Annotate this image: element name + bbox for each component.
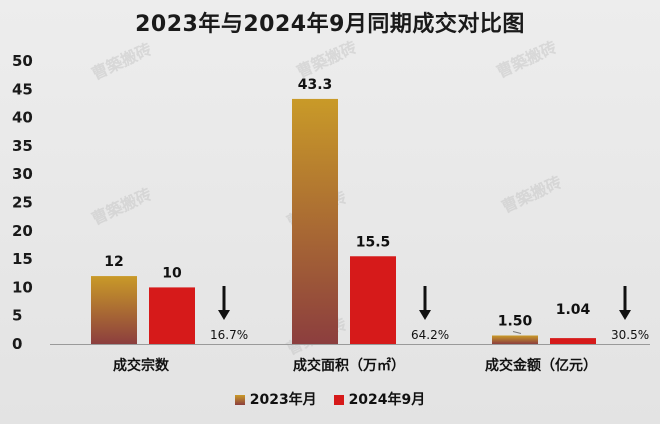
bar-2023-3 xyxy=(492,335,538,344)
bar-2024-1 xyxy=(149,287,195,344)
y-tick-label: 25 xyxy=(12,194,33,212)
category-label: 成交宗数 xyxy=(113,357,170,374)
down-arrow-head xyxy=(619,310,631,320)
y-tick-label: 5 xyxy=(12,307,22,325)
legend-swatch-2024 xyxy=(333,395,344,405)
chart-title: 2023年与2024年9月同期成交对比图 xyxy=(135,12,525,37)
watermark: 曹築搬砖 xyxy=(294,37,360,81)
watermark: 曹築搬砖 xyxy=(89,39,155,83)
change-percent: 64.2% xyxy=(411,328,449,342)
bar-2024-3 xyxy=(550,338,596,344)
down-arrow-head xyxy=(419,310,431,320)
y-tick-label: 0 xyxy=(12,335,22,353)
data-label: 1.04 xyxy=(556,302,591,318)
watermark: 曹築搬砖 xyxy=(89,184,155,228)
change-percent: 30.5% xyxy=(611,328,649,342)
label-leader-line xyxy=(512,331,522,334)
y-tick-label: 20 xyxy=(12,222,33,240)
y-tick-label: 45 xyxy=(12,80,33,98)
data-label: 12 xyxy=(104,254,123,270)
legend-item-2023: 2023年月 xyxy=(234,389,317,409)
legend-label-2024: 2024年9月 xyxy=(348,392,426,408)
y-tick-label: 30 xyxy=(12,165,33,183)
data-label: 15.5 xyxy=(356,234,391,250)
watermark: 曹築搬砖 xyxy=(499,172,565,216)
legend-item-2024: 2024年9月 xyxy=(333,389,426,409)
legend-label-2023: 2023年月 xyxy=(249,392,317,408)
category-label: 成交金额（亿元） xyxy=(485,357,597,374)
y-tick-label: 10 xyxy=(12,278,33,296)
bar-2023-2 xyxy=(292,98,338,344)
y-tick-label: 35 xyxy=(12,137,33,155)
legend-swatch-2023 xyxy=(234,395,245,405)
y-tick-label: 40 xyxy=(12,109,33,127)
data-label: 10 xyxy=(162,265,182,281)
change-percent: 16.7% xyxy=(210,328,248,342)
y-tick-label: 15 xyxy=(12,250,33,268)
y-tick-label: 50 xyxy=(12,52,33,70)
bar-2023-1 xyxy=(91,276,137,344)
data-label: 1.50 xyxy=(498,314,533,330)
down-arrow-head xyxy=(218,310,230,320)
category-label: 成交面积（万㎡） xyxy=(293,357,405,374)
bar-2024-2 xyxy=(350,256,396,344)
data-label: 43.3 xyxy=(298,77,333,93)
legend: 2023年月 2024年9月 xyxy=(0,389,660,409)
watermark: 曹築搬砖 xyxy=(494,37,560,81)
